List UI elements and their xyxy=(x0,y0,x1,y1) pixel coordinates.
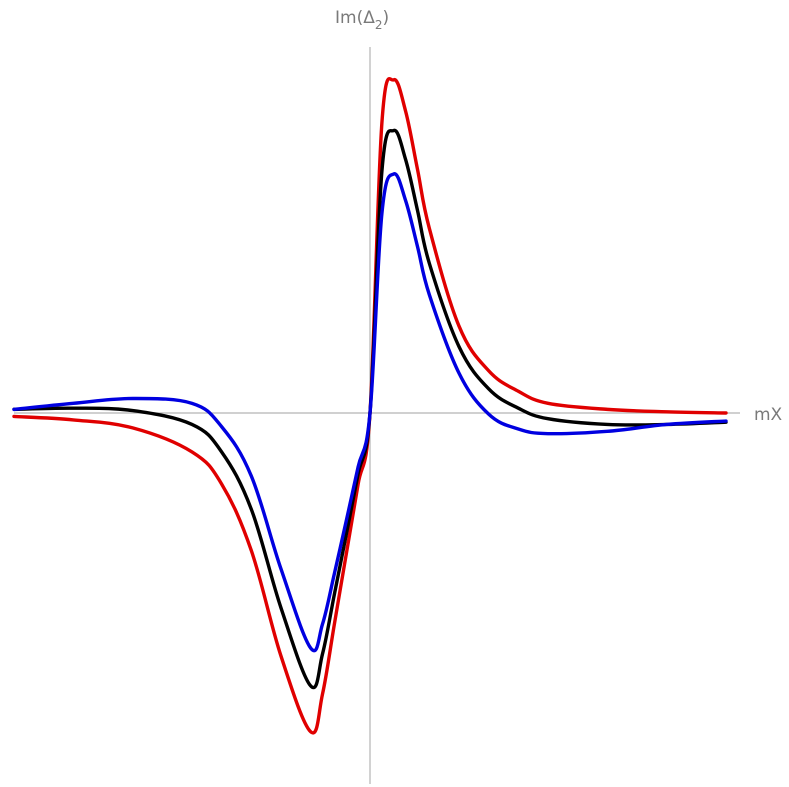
y-axis-label-subscript: 2 xyxy=(375,18,383,32)
y-axis-label: Im(Δ2) xyxy=(335,8,389,32)
y-axis-label-main: Im(Δ xyxy=(335,8,375,28)
y-axis-label-close: ) xyxy=(382,8,389,28)
series-line-3 xyxy=(12,172,728,653)
series-group xyxy=(12,77,728,735)
x-axis-label: mX xyxy=(754,405,783,425)
